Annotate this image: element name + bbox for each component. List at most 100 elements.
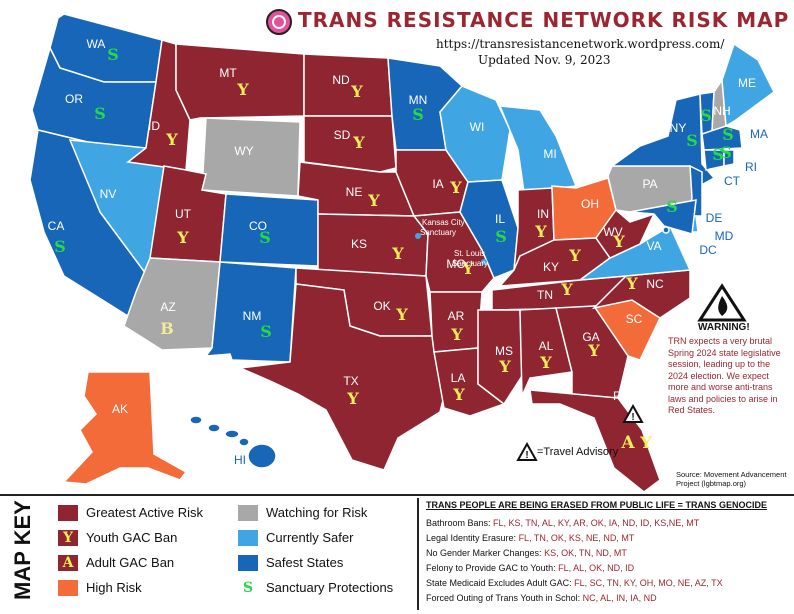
state-label-oh: OH [581,197,599,211]
source-note: Source: Movement Advancement Project (lg… [676,470,787,488]
state-label-va: VA [646,239,661,253]
marker-ok-y: Y [395,305,408,324]
marker-ne-y: Y [367,191,380,210]
state-label-ar: AR [448,309,465,323]
marker-mo-y: Y [461,259,474,278]
warning-title: WARNING! [698,322,750,333]
key-swatch-high-risk [58,580,78,596]
law-row: Forced Outing of Trans Youth in Schol: N… [426,593,657,603]
state-label-il: IL [495,212,505,226]
state-label-sd: SD [334,128,351,142]
marker-ky-y: Y [568,246,581,265]
map-key-label-icon: MAP KEY [10,500,35,600]
marker-ga-y: Y [587,341,600,360]
law-label: Bathroom Bans: [426,518,494,528]
law-row: Bathroom Bans: FL, KS, TN, AL, KY, AR, O… [426,518,699,528]
law-row: No Gender Marker Changes: KS, OK, TN, ND… [426,548,627,558]
key-swatch-watching [238,505,258,521]
state-label-ok: OK [373,299,390,313]
state-ak [62,371,188,485]
state-label-wy: WY [234,144,253,158]
law-states: FL, TN, OK, KS, NE, ND, MT [518,533,635,543]
law-row: State Medicaid Excludes Adult GAC: FL, S… [426,578,723,588]
marker-ca-s: S [54,237,66,256]
marker-nm-s: S [260,322,272,341]
state-label-ky: KY [543,260,559,274]
state-shapes [29,13,775,493]
dc-dot [662,226,670,234]
st-louis-label-2: Sanctuary [452,259,488,268]
marker-nj-s: S [666,197,678,216]
st-louis-label: St. Louis [454,249,485,258]
state-label-id: ID [148,119,160,133]
state-label-mn: MN [409,93,428,107]
key-symbol-y: Y [58,530,78,546]
key-label: Greatest Active Risk [86,505,204,520]
marker-ma-s: S [722,125,734,144]
state-label-dc: DC [699,243,717,257]
kansas-city-dot [415,233,421,239]
marker-ct-s: S [712,145,724,164]
marker-fl-y: Y [639,433,652,452]
state-label-ri: RI [745,160,757,174]
key-symbol-a: A [58,555,78,571]
warning-text: TRN expects a very brutal Spring 2024 st… [668,336,781,415]
marker-ar-y: Y [450,325,463,344]
key-label: Watching for Risk [266,505,368,520]
state-label-mo: MO [446,257,465,271]
state-labels: WA OR CA NV ID MT WY UT AZ CO NM ND SD NE KS OK TX MN IA MO… [48,37,768,467]
state-label-wv: WV [603,225,622,239]
key-swatch-safest [238,555,258,571]
state-label-wi: WI [470,120,485,134]
state-label-ut: UT [175,207,192,221]
state-ks [317,213,429,277]
state-al [519,307,573,397]
state-label-or: OR [65,92,83,106]
state-mi [498,105,578,193]
key-label: High Risk [86,580,142,595]
marker-mt-y: Y [236,80,249,99]
law-states: NC, AL, IN, IA, ND [582,593,657,603]
marker-sd-y: Y [352,133,365,152]
marker-az-b: B [160,319,174,338]
state-label-ct: CT [724,174,741,188]
state-label-tx: TX [343,374,358,388]
key-label: Safest States [266,555,344,570]
svg-text:MAP KEY: MAP KEY [10,500,35,600]
law-label: Felony to Provide GAC to Youth: [426,563,559,573]
travel-advisory-icon: ! [516,441,538,461]
state-label-fl: FL [613,389,627,403]
trn-logo-icon [266,9,292,35]
updated-date: Updated Nov. 9, 2023 [478,53,611,67]
state-il [459,179,519,279]
state-label-md: MD [715,229,734,243]
marker-vt-s: S [700,106,712,125]
marker-or-s: S [94,104,106,123]
law-row: Legal Identity Erasure: FL, TN, OK, KS, … [426,533,634,543]
state-label-hi: HI [234,453,246,467]
state-tx [237,283,451,471]
state-label-ca: CA [48,219,65,233]
state-label-wa: WA [87,37,106,51]
site-url[interactable]: https://transresistancenetwork.wordpress… [436,37,725,51]
law-states: FL, SC, TN, KY, OH, MO, NE, AZ, TX [574,578,723,588]
key-swatch-currently-safer [238,530,258,546]
state-label-nm: NM [243,309,262,323]
marker-il-s: S [495,227,507,246]
state-label-nc: NC [646,277,664,291]
marker-nd-y: Y [350,82,363,101]
state-label-ak: AK [112,402,128,416]
state-label-pa: PA [642,177,657,191]
marker-ks-y: Y [391,244,404,263]
marker-nc-y: Y [625,274,638,293]
florida-warning-icon: ! [622,403,644,423]
marker-in-y: Y [534,222,547,241]
marker-ri-s: S [720,143,732,162]
state-label-ms: MS [495,344,513,358]
state-label-de: DE [706,211,723,225]
key-label: Sanctuary Protections [266,580,394,595]
state-label-mi: MI [543,147,556,161]
state-label-nh: NH [713,104,730,118]
law-row: Felony to Provide GAC to Youth: FL, AL, … [426,563,634,573]
marker-al-y: Y [539,353,552,372]
